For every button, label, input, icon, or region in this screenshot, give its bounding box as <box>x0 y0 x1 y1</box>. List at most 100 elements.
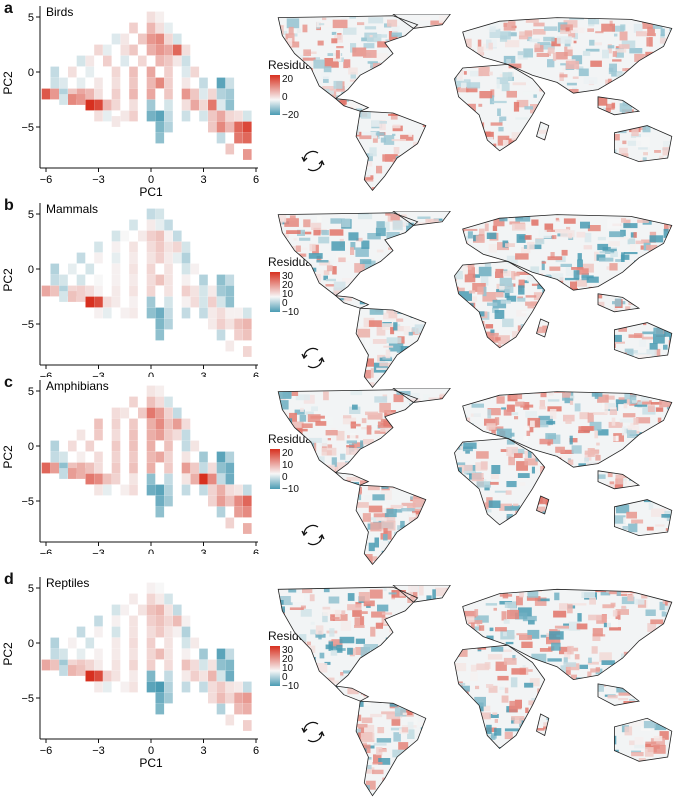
heatmap-cell <box>94 286 103 297</box>
heatmap-cell <box>226 660 235 671</box>
heatmap-cell <box>173 627 182 638</box>
heatmap-cell <box>208 100 217 111</box>
heatmap-cell <box>51 441 60 452</box>
heatmap-cell <box>94 627 103 638</box>
heatmap-cell <box>191 474 200 485</box>
heatmap-cell <box>77 94 86 105</box>
y-tick-label: −5 <box>21 693 34 705</box>
heatmap-cell <box>59 468 68 479</box>
heatmap-cell <box>191 463 200 474</box>
heatmap-cell <box>156 605 165 616</box>
heatmap-cell <box>217 693 226 704</box>
heatmap-cell <box>129 463 138 474</box>
heatmap-cell <box>94 430 103 441</box>
heatmap-cell <box>217 496 226 507</box>
heatmap-cell <box>243 346 252 357</box>
heatmap-cell <box>42 89 51 100</box>
heatmap-cell <box>129 485 138 496</box>
heatmap-cell <box>164 627 173 638</box>
heatmap-cell <box>138 605 147 616</box>
heatmap-cell <box>129 671 138 682</box>
heatmap-cell <box>164 496 173 507</box>
heatmap-cell <box>59 78 68 89</box>
heatmap-cell <box>94 474 103 485</box>
x-tick-label: −3 <box>92 548 105 554</box>
heatmap-cell <box>129 297 138 308</box>
heatmap-cell <box>129 220 138 231</box>
heatmap-cell <box>217 704 226 715</box>
heatmap-cell <box>138 408 147 419</box>
heatmap-cell <box>68 468 77 479</box>
heatmap-cell <box>164 319 173 330</box>
heatmap-cell <box>226 715 235 726</box>
taxon-label: Mammals <box>46 202 98 216</box>
heatmap-cell <box>86 89 95 100</box>
heatmap-cell <box>199 308 208 319</box>
heatmap-cell <box>147 660 156 671</box>
heatmap-cell <box>51 78 60 89</box>
heatmap-cell <box>208 485 217 496</box>
heatmap-cell <box>226 485 235 496</box>
panel-mammals: b−6−303650−5PC1PC2MammalsResiduals302010… <box>0 197 685 394</box>
heatmap-cell <box>51 264 60 275</box>
heatmap-cell <box>199 78 208 89</box>
heatmap-cell <box>164 100 173 111</box>
heatmap-cell <box>94 111 103 122</box>
heatmap-cell <box>234 496 243 507</box>
heatmap-cell <box>173 242 182 253</box>
heatmap-cell <box>103 682 112 693</box>
heatmap-cell <box>156 682 165 693</box>
heatmap-cell <box>147 452 156 463</box>
heatmap-cell <box>156 419 165 430</box>
heatmap-cell <box>243 704 252 715</box>
heatmap-cell <box>103 308 112 319</box>
heatmap-cell <box>156 23 165 34</box>
heatmap-cell <box>147 209 156 220</box>
heatmap-cell <box>121 45 130 56</box>
heatmap-cell <box>147 441 156 452</box>
taxon-label: Reptiles <box>46 576 89 590</box>
heatmap-cell <box>103 485 112 496</box>
heatmap-cell <box>243 523 252 534</box>
heatmap-cell <box>147 408 156 419</box>
heatmap-cell <box>182 242 191 253</box>
heatmap-cell <box>182 286 191 297</box>
heatmap-cell <box>129 649 138 660</box>
heatmap-cell <box>191 671 200 682</box>
heatmap-cell <box>121 231 130 242</box>
heatmap-cell <box>129 89 138 100</box>
heatmap-cell <box>68 67 77 78</box>
heatmap-cell <box>156 704 165 715</box>
heatmap-cell <box>182 485 191 496</box>
heatmap-cell <box>94 616 103 627</box>
heatmap-cell <box>217 330 226 341</box>
taxon-label: Birds <box>46 5 73 19</box>
x-tick-label: 6 <box>253 548 259 554</box>
heatmap-cell <box>243 693 252 704</box>
heatmap-cell <box>156 649 165 660</box>
heatmap-cell <box>112 474 121 485</box>
heatmap-cell <box>217 297 226 308</box>
heatmap-cell <box>112 463 121 474</box>
heatmap-cell <box>199 275 208 286</box>
heatmap-cell <box>217 78 226 89</box>
heatmap-cell <box>129 419 138 430</box>
heatmap-cell <box>138 231 147 242</box>
heatmap-cell <box>199 485 208 496</box>
x-tick-label: 3 <box>200 174 206 186</box>
heatmap-cell <box>121 408 130 419</box>
heatmap-cell <box>182 67 191 78</box>
heatmap-cell <box>156 231 165 242</box>
heatmap-cell <box>243 122 252 133</box>
heatmap-cell <box>94 45 103 56</box>
heatmap-cell <box>103 45 112 56</box>
y-tick-label: −5 <box>21 496 34 508</box>
y-tick-label: 0 <box>28 441 34 453</box>
heatmap-cell <box>42 463 51 474</box>
taxon-label: Amphibians <box>46 379 109 393</box>
heatmap-cell <box>243 485 252 496</box>
heatmap-cell <box>51 67 60 78</box>
heatmap-cell <box>156 507 165 518</box>
